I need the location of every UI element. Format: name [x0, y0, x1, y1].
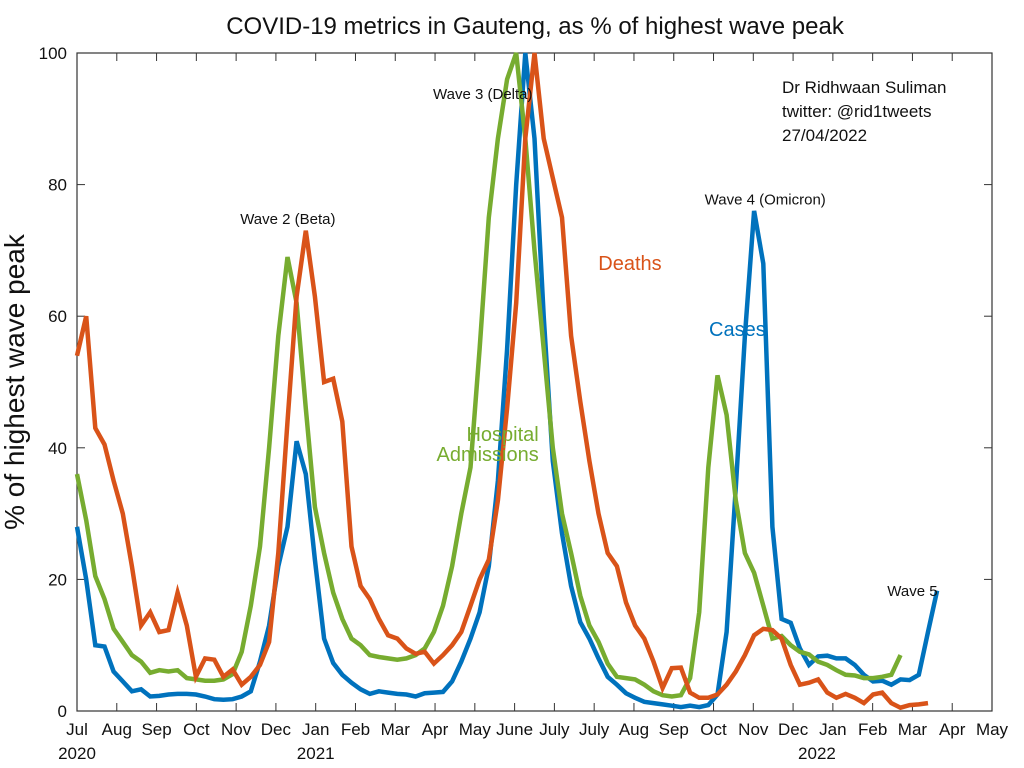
- x-tick-label: Oct: [700, 720, 727, 739]
- x-tick-label: Aug: [102, 720, 132, 739]
- axes: 0 20 40 60 80 100 Jul Aug Sep Oct Nov Dec Jan Feb Mar A…: [39, 44, 1009, 763]
- x-tick-label: June: [496, 720, 533, 739]
- series-label-line: Deaths: [598, 253, 661, 275]
- series-label-hospital-admissions: Hospital Admissions: [436, 424, 538, 466]
- x-tick-label: Mar: [898, 720, 928, 739]
- series-line-hospital-admissions: [74, 52, 903, 699]
- x-tick-label: Jan: [819, 720, 846, 739]
- series-group: [74, 52, 940, 711]
- label-group: Cases Hospital Admissions Deaths Wave 2 (Bet…: [240, 86, 937, 600]
- y-tick-label: 60: [48, 307, 67, 326]
- x-tick-label: May: [976, 720, 1009, 739]
- x-tick-label: Dec: [778, 720, 809, 739]
- x-tick-label: July: [579, 720, 610, 739]
- wave-annotation: Wave 4 (Omicron): [705, 191, 826, 208]
- y-tick-label: 0: [58, 702, 67, 721]
- y-tick-label: 80: [48, 176, 67, 195]
- x-tick-label: Feb: [858, 720, 887, 739]
- x-tick-label: May: [459, 720, 492, 739]
- y-tick-label: 20: [48, 570, 67, 589]
- y-tick-label: 40: [48, 439, 67, 458]
- series-line-cases: [74, 52, 940, 710]
- x-tick-label: July: [539, 720, 570, 739]
- year-label: 2021: [297, 744, 335, 763]
- x-tick-label: Apr: [422, 720, 449, 739]
- series-label-line: Admissions: [436, 444, 538, 466]
- x-tick-label: Nov: [221, 720, 252, 739]
- series-label-deaths: Deaths: [598, 253, 661, 275]
- year-label: 2022: [798, 744, 836, 763]
- x-tick-label: Nov: [738, 720, 769, 739]
- x-tick-label: Apr: [939, 720, 966, 739]
- x-tick-label: Aug: [619, 720, 649, 739]
- x-tick-label: Jul: [66, 720, 88, 739]
- x-tick-label: Mar: [381, 720, 411, 739]
- x-tick-label: Oct: [183, 720, 210, 739]
- wave-annotation: Wave 3 (Delta): [433, 86, 532, 103]
- series-label-line: Cases: [709, 319, 766, 341]
- x-tick-label: Feb: [341, 720, 370, 739]
- year-label: 2020: [58, 744, 96, 763]
- x-tick-label: Jan: [302, 720, 329, 739]
- series-line-deaths: [74, 52, 929, 711]
- wave-annotation: Wave 5: [887, 583, 937, 600]
- series-label-cases: Cases: [709, 319, 766, 341]
- wave-annotation: Wave 2 (Beta): [240, 211, 335, 228]
- x-tick-label: Sep: [141, 720, 171, 739]
- series-label-line: Hospital: [466, 424, 538, 446]
- credit-line: 27/04/2022: [782, 126, 867, 145]
- credit-line: twitter: @rid1tweets: [782, 102, 932, 121]
- credit-block: Dr Ridhwaan Suliman twitter: @rid1tweets 2…: [782, 78, 946, 145]
- chart-title: COVID-19 metrics in Gauteng, as % of hig…: [226, 13, 845, 40]
- y-tick-label: 100: [39, 44, 67, 63]
- x-tick-label: Sep: [659, 720, 689, 739]
- y-axis-label: % of highest wave peak: [0, 233, 30, 530]
- x-tick-label: Dec: [261, 720, 292, 739]
- credit-line: Dr Ridhwaan Suliman: [782, 78, 946, 97]
